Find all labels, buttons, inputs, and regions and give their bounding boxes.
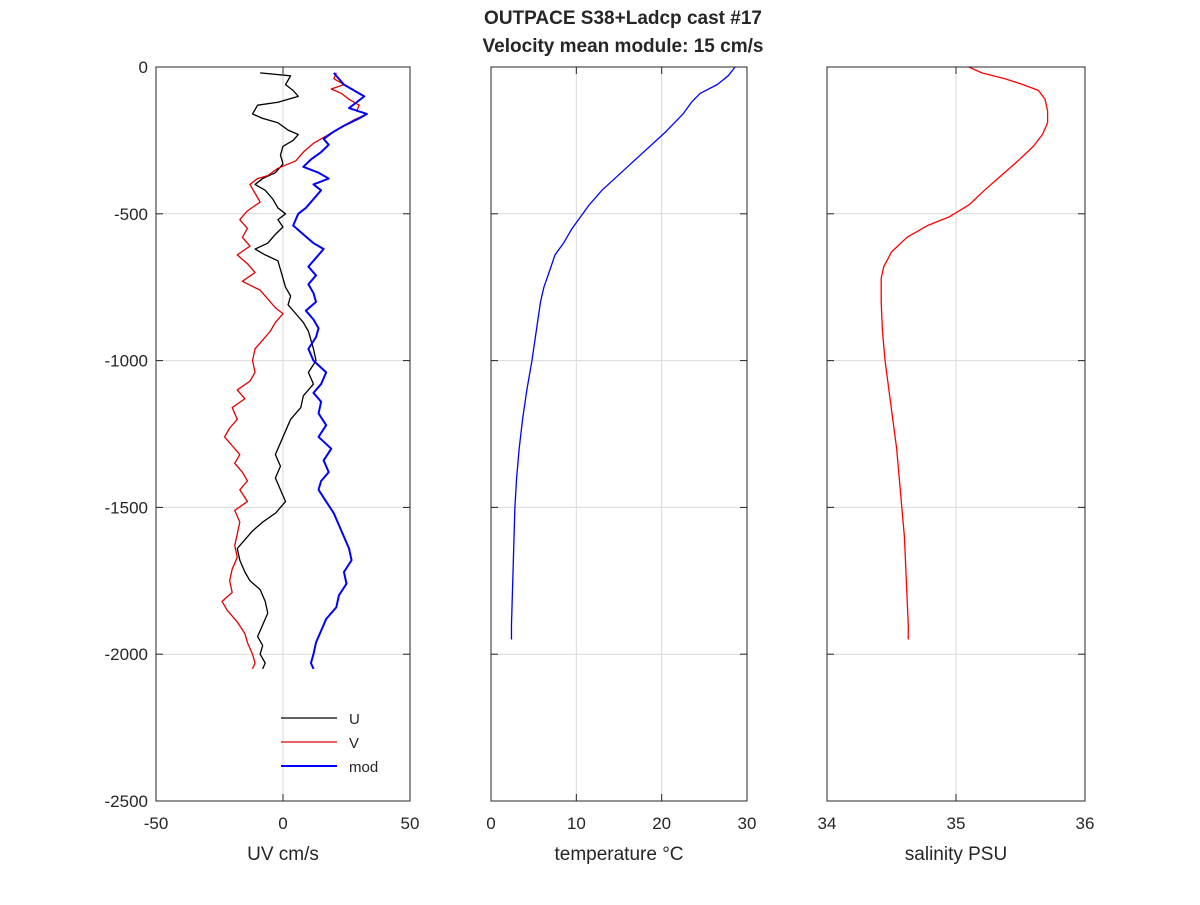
figure-title-line2: Velocity mean module: 15 cm/s	[483, 36, 764, 57]
salinity-panel: 34 35 36 salinity PSU	[818, 66, 1095, 865]
velocity-x-tick-label: -50	[144, 814, 169, 833]
salinity-x-tick-label: 34	[818, 814, 837, 833]
temperature-x-tick-label: 0	[486, 814, 495, 833]
velocity-x-tick-label: 0	[278, 814, 287, 833]
temperature-x-tick-label: 30	[738, 814, 757, 833]
velocity-y-tick-label: -2500	[105, 792, 148, 811]
legend-label-v: V	[349, 735, 359, 752]
velocity-y-tick-label: -2000	[105, 645, 148, 664]
temperature-x-tick-label: 10	[567, 814, 586, 833]
legend-label-u: U	[349, 711, 360, 728]
temperature-series-line	[510, 66, 736, 640]
u-series-line	[236, 72, 317, 670]
figure-title-line1: OUTPACE S38+Ladcp cast #17	[484, 8, 762, 29]
salinity-x-tick-label: 35	[947, 814, 966, 833]
velocity-x-axis-label: UV cm/s	[247, 844, 319, 865]
temperature-x-tick-label: 20	[652, 814, 671, 833]
mod-series-line	[292, 72, 368, 670]
legend-label-mod: mod	[349, 759, 378, 776]
temperature-axes-box	[490, 66, 748, 802]
velocity-x-tick-label: 50	[401, 814, 420, 833]
velocity-y-tick-label: -1500	[105, 498, 148, 517]
salinity-series-line	[880, 66, 1049, 640]
velocity-y-tick-label: -1000	[105, 352, 148, 371]
temperature-panel: 0 10 20 30 temperature °C	[486, 66, 757, 865]
velocity-y-tick-label: 0	[139, 58, 148, 77]
velocity-y-tick-label: -500	[114, 205, 148, 224]
salinity-x-tick-label: 36	[1076, 814, 1095, 833]
salinity-x-axis-label: salinity PSU	[905, 844, 1007, 865]
temperature-x-axis-label: temperature °C	[554, 844, 683, 865]
